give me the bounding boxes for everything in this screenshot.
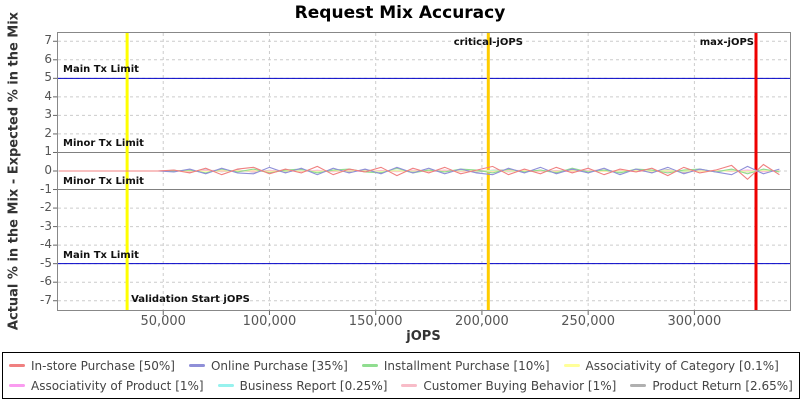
- legend: In-store Purchase [50%] Online Purchase […: [2, 352, 800, 399]
- y-tick-label: -2: [40, 200, 52, 215]
- y-tick-label: 0: [44, 163, 52, 177]
- y-tick-label: -3: [40, 218, 52, 233]
- series-line: [59, 163, 780, 181]
- legend-series-swatch: [217, 384, 234, 387]
- legend-series-label: Installment Purchase [10%]: [383, 358, 550, 373]
- legend-series-swatch: [630, 384, 647, 387]
- x-tick-label: 100,000: [242, 314, 297, 329]
- chart-title: Request Mix Accuracy: [294, 3, 506, 23]
- limit-line-label: Main Tx Limit: [63, 64, 139, 76]
- legend-row: Associativity of Product [1%] Business Re…: [9, 376, 793, 395]
- legend-item: In-store Purchase [50%]: [9, 359, 175, 373]
- legend-row: In-store Purchase [50%] Online Purchase […: [9, 356, 793, 375]
- series-line: [59, 165, 780, 176]
- legend-series-label: Associativity of Category [0.1%]: [585, 358, 779, 373]
- legend-series-swatch: [361, 364, 378, 367]
- y-tick-label: 5: [44, 70, 52, 85]
- y-tick-label: -7: [40, 292, 52, 307]
- legend-item: Associativity of Product [1%]: [9, 379, 204, 393]
- legend-series-label: Customer Buying Behavior [1%]: [423, 378, 617, 393]
- legend-item: Product Return [2.65%]: [630, 379, 793, 393]
- y-tick-label: 4: [44, 88, 52, 103]
- legend-item: Online Purchase [35%]: [188, 358, 348, 373]
- legend-series-swatch: [188, 364, 205, 367]
- y-tick-label: -4: [40, 237, 52, 252]
- legend-series-swatch: [401, 384, 418, 387]
- event-line-label: critical-jOPS: [453, 37, 523, 48]
- x-axis-label: jOPS: [406, 329, 441, 344]
- legend-item: Business Report [0.25%]: [217, 378, 388, 393]
- y-tick-label: 6: [44, 51, 52, 66]
- legend-series-label: Online Purchase [35%]: [210, 358, 348, 373]
- y-tick-label: 2: [44, 125, 52, 140]
- event-line-label: Validation Start jOPS: [131, 294, 250, 305]
- event-line-label: max-jOPS: [699, 37, 754, 48]
- legend-series-label: Business Report [0.25%]: [239, 378, 388, 393]
- x-tick-label: 150,000: [348, 314, 403, 329]
- legend-series-swatch: [9, 384, 25, 387]
- limit-line-label: Main Tx Limit: [63, 249, 139, 261]
- y-tick-label: 1: [44, 144, 52, 159]
- y-tick-label: -5: [40, 255, 52, 270]
- legend-item: Customer Buying Behavior [1%]: [401, 379, 616, 393]
- y-tick-label: 7: [44, 33, 52, 48]
- legend-item: Associativity of Category [0.1%]: [563, 358, 779, 373]
- legend-series-label: In-store Purchase [50%]: [31, 358, 175, 373]
- legend-series-swatch: [563, 364, 580, 367]
- legend-series-swatch: [9, 364, 25, 367]
- x-tick-label: 250,000: [561, 314, 616, 329]
- x-tick-label: 300,000: [667, 314, 722, 329]
- y-tick-label: -1: [40, 181, 52, 196]
- x-tick-label: 50,000: [140, 314, 186, 329]
- limit-line-label: Minor Tx Limit: [63, 138, 144, 150]
- y-tick-label: -6: [40, 274, 52, 289]
- legend-item: Installment Purchase [10%]: [361, 358, 550, 373]
- x-tick-label: 200,000: [455, 314, 509, 329]
- legend-series-label: Product Return [2.65%]: [652, 378, 793, 393]
- y-tick-label: 3: [44, 107, 52, 122]
- legend-series-label: Associativity of Product [1%]: [31, 378, 204, 393]
- limit-line-label: Minor Tx Limit: [63, 175, 144, 187]
